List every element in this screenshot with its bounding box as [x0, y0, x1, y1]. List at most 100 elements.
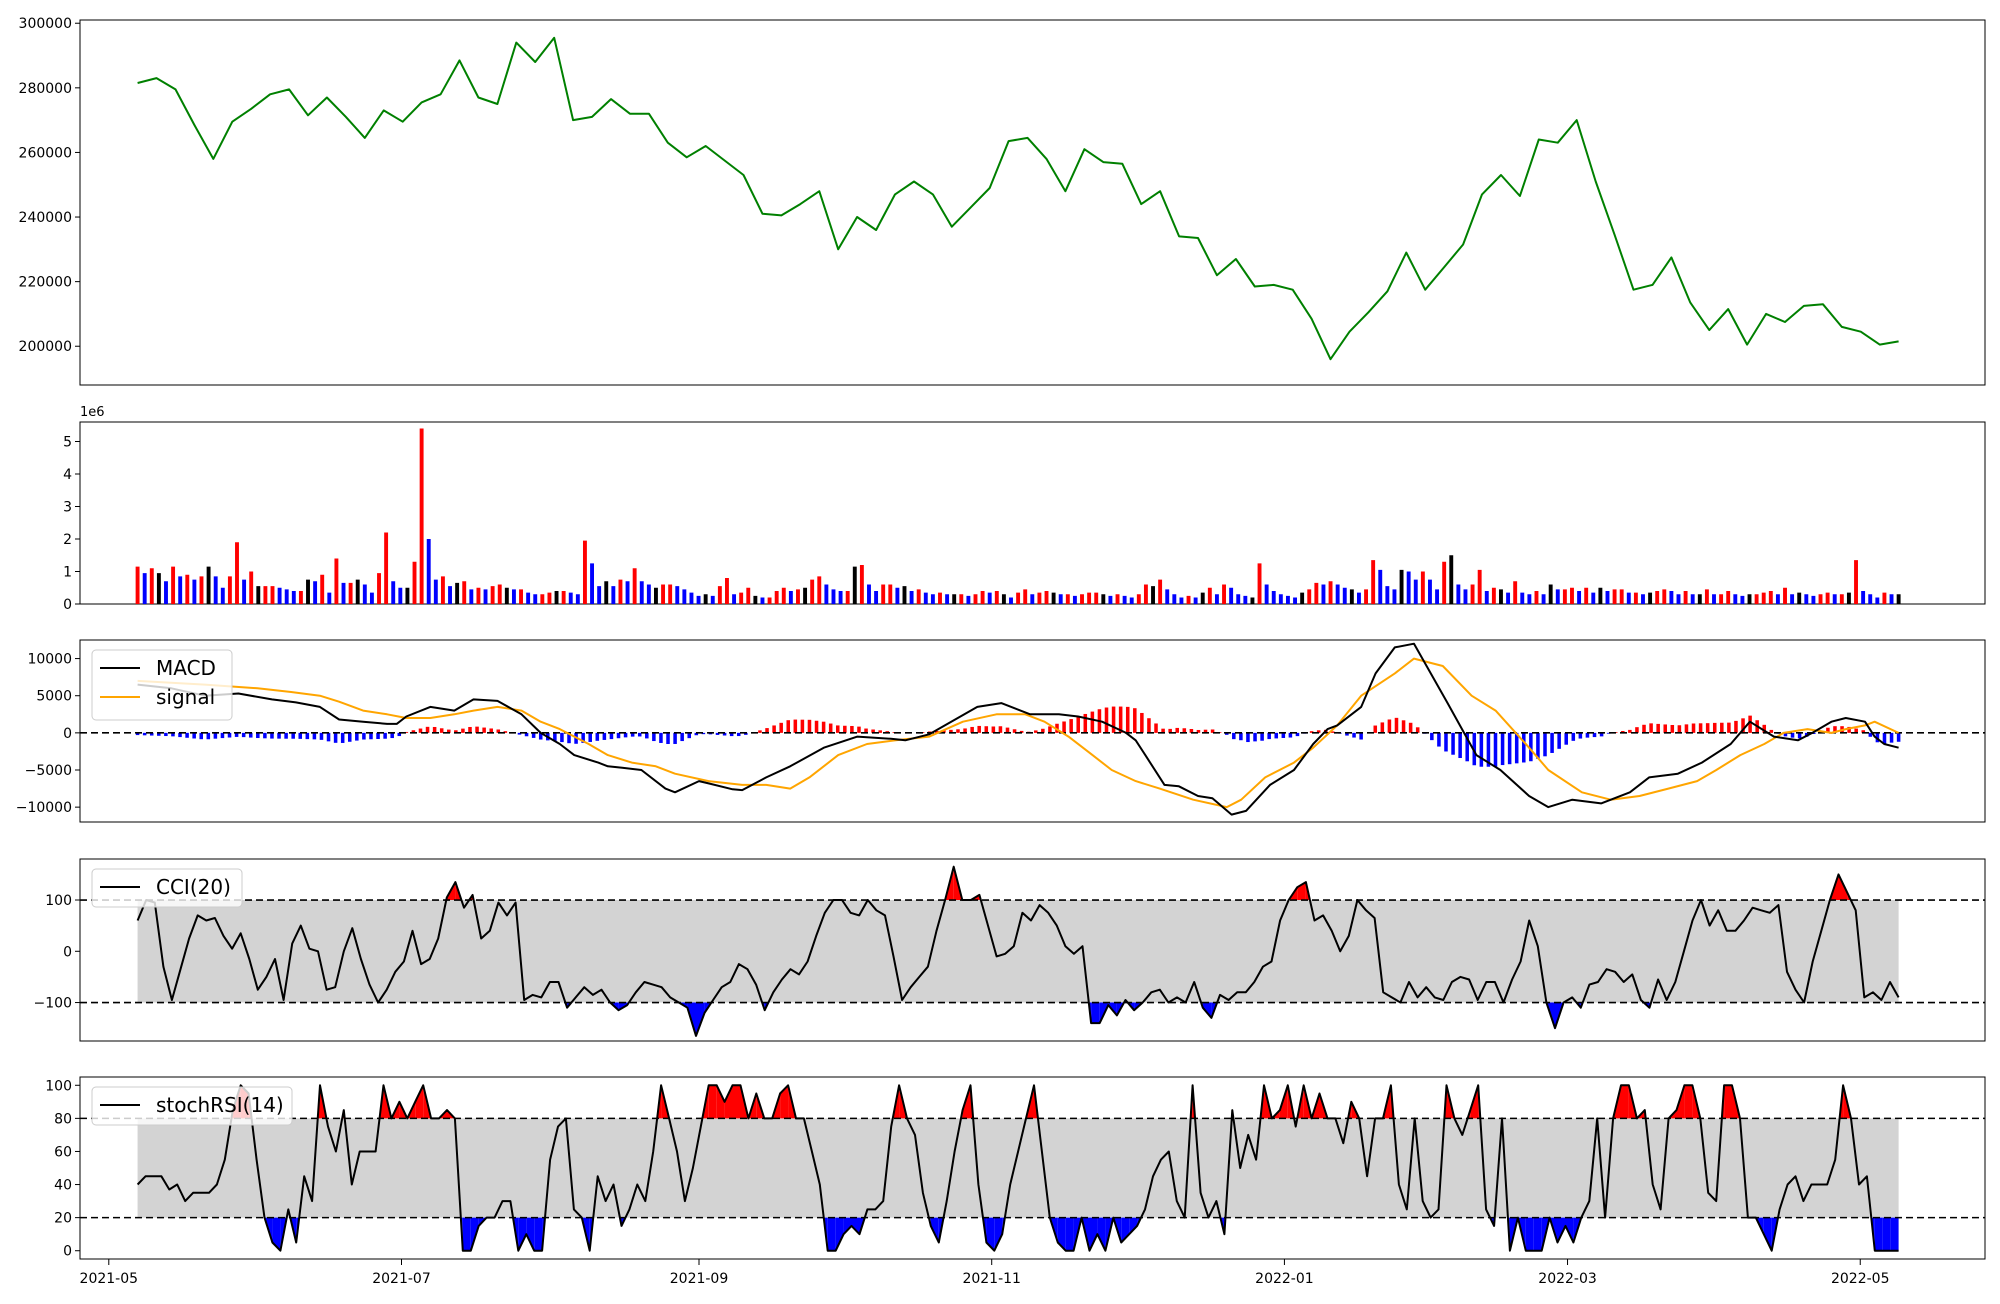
macd-histogram-bar: [164, 732, 168, 737]
macd-histogram-bar: [1698, 723, 1703, 733]
macd-histogram-bar: [312, 732, 317, 740]
macd-histogram-bar: [1019, 730, 1024, 733]
volume-bar: [945, 594, 950, 604]
volume-bar: [1420, 571, 1425, 604]
macd-histogram-bar: [1048, 726, 1052, 733]
macd-histogram-bar: [157, 732, 161, 736]
volume-bar: [966, 595, 971, 604]
volume-bar: [355, 579, 360, 604]
macd-histogram-bar: [567, 732, 571, 744]
x-tick-label: 2022-05: [1831, 1271, 1890, 1287]
macd-histogram-bar: [1125, 706, 1130, 733]
volume-bar: [142, 573, 147, 604]
signal-line: [137, 657, 1900, 809]
volume-bar: [1868, 594, 1873, 604]
volume-bar: [526, 592, 531, 604]
volume-bar: [1129, 597, 1134, 604]
price-panel: 300000 280000 260000 240000 220000 200000: [19, 16, 1986, 386]
volume-bar: [639, 581, 644, 604]
volume-bar: [1562, 589, 1567, 604]
volume-bar: [1804, 594, 1809, 604]
stochrsi-extreme-fill: [1621, 1085, 1629, 1119]
volume-bar: [611, 586, 616, 604]
macd-histogram-bar: [291, 732, 295, 739]
macd-histogram-bar: [270, 732, 274, 739]
volume-bar: [1889, 594, 1894, 604]
stochrsi-extreme-fill: [415, 1085, 424, 1119]
macd-histogram-bar: [1154, 723, 1158, 733]
macd-histogram-bar: [942, 730, 946, 733]
volume-bar: [689, 592, 694, 604]
volume-bar: [1115, 594, 1120, 604]
volume-bar: [1534, 591, 1539, 604]
volume-bar: [249, 571, 254, 604]
volume-bar: [504, 587, 509, 604]
macd-histogram-bar: [963, 728, 967, 733]
volume-bar: [604, 581, 609, 604]
volume-bar: [1406, 571, 1411, 604]
volume-bar: [171, 566, 176, 604]
macd-histogram-bar: [956, 729, 960, 733]
volume-bar: [1527, 594, 1532, 604]
stochrsi-extreme-fill: [1129, 1217, 1138, 1235]
volume-bar: [1229, 587, 1234, 604]
volume-bar: [881, 584, 886, 604]
volume-bar: [632, 568, 637, 604]
volume-bar: [1641, 594, 1645, 604]
volume-bar: [1896, 594, 1901, 604]
volume-bar: [1009, 597, 1013, 604]
macd-histogram-bar: [1868, 732, 1873, 737]
macd-histogram-bar: [1224, 732, 1229, 735]
volume-bar: [1882, 592, 1887, 604]
volume-bar: [1747, 594, 1752, 604]
stochrsi-extreme-fill: [708, 1085, 717, 1119]
macd-histogram-bar: [241, 732, 246, 738]
macd-histogram-bar: [1189, 728, 1194, 733]
macd-histogram-bar: [970, 726, 974, 733]
volume-bar: [582, 540, 587, 604]
macd-histogram-bar: [800, 719, 805, 733]
x-tick-label: 2021-11: [962, 1271, 1021, 1287]
macd-histogram-bar: [263, 732, 267, 739]
macd-histogram-bar: [850, 725, 854, 733]
macd-histogram-bar: [206, 732, 211, 740]
macd-histogram-bar: [142, 732, 147, 736]
macd-histogram-bar: [326, 732, 331, 742]
volume-bar: [625, 581, 630, 604]
volume-bar: [618, 579, 623, 604]
volume-bar: [788, 591, 793, 604]
macd-histogram-bar: [432, 726, 437, 733]
macd-histogram-bar: [793, 719, 798, 733]
volume-bar: [1016, 592, 1021, 604]
volume-bar: [1676, 594, 1681, 604]
macd-histogram-bar: [1720, 722, 1724, 733]
volume-bar: [178, 576, 183, 604]
volume-bar: [1783, 587, 1787, 604]
macd-histogram-bar: [149, 732, 154, 736]
macd-histogram-bar: [1861, 730, 1866, 733]
stochrsi-extreme-fill: [1097, 1217, 1106, 1251]
macd-histogram-bar: [1373, 725, 1378, 733]
macd-histogram-bar: [1599, 732, 1604, 737]
volume-bar: [469, 589, 474, 604]
volume-bar: [1449, 555, 1454, 604]
x-axis: 2021-05 2021-07 2021-09 2021-11 2022-01 2022-…: [80, 1259, 1890, 1287]
macd-histogram-bar: [715, 732, 720, 735]
cci-extreme-fill: [1091, 1002, 1100, 1024]
volume-bar: [994, 591, 999, 604]
macd-histogram-bar: [645, 732, 649, 739]
y-tick-label: 260000: [19, 145, 72, 161]
stochrsi-extreme-fill: [518, 1217, 527, 1251]
stochrsi-extreme-fill: [1057, 1217, 1066, 1251]
macd-histogram-bar: [659, 732, 663, 743]
volume-bar: [519, 589, 523, 604]
volume-bar: [1001, 594, 1006, 604]
volume-bar: [277, 587, 282, 604]
volume-bar: [1051, 592, 1056, 604]
macd-histogram-bar: [220, 732, 225, 739]
macd-histogram-bar: [807, 719, 812, 733]
macd-histogram-bar: [1543, 732, 1547, 757]
macd-histogram-bar: [1642, 724, 1646, 733]
macd-histogram-bar: [581, 732, 585, 743]
